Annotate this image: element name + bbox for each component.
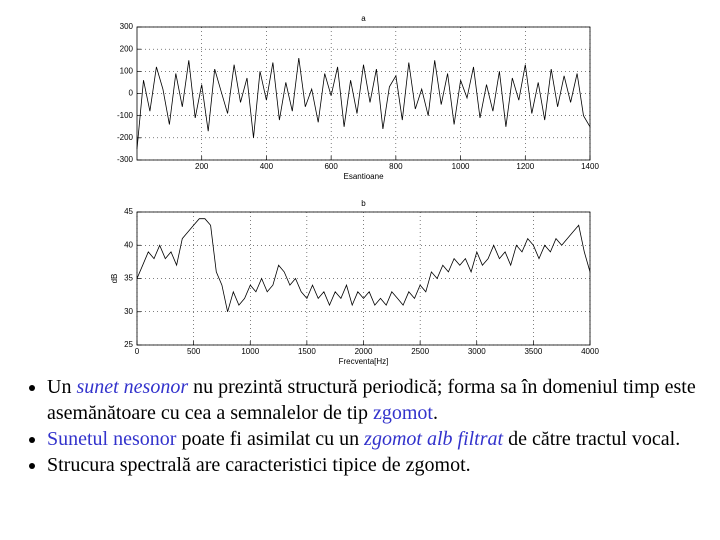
y-tick-label: -200 [117,133,134,142]
x-tick-label: 1500 [298,347,316,356]
bullet: Un sunet nesonor nu prezintă structură p… [47,374,712,426]
x-tick-label: 3000 [468,347,486,356]
bullet: Sunetul nesonor poate fi asimilat cu un … [47,426,712,452]
x-axis-label: Frecventa[Hz] [339,357,389,366]
x-tick-label: 1400 [581,162,599,171]
text-run: . [432,402,438,424]
text-run: zgomot [372,402,433,424]
plot-frame [136,211,591,346]
x-tick-label: 1000 [452,162,470,171]
plot-frame [136,26,591,161]
bullet: Strucura spectrală are caracteristici ti… [47,452,712,478]
chart-title: b [361,199,366,208]
y-tick-label: -100 [117,111,134,120]
x-tick-label: 2500 [411,347,429,356]
text-run: de către tractul vocal. [503,428,681,450]
text-run: nu prezintă structură periodică; forma s… [47,376,696,424]
x-tick-label: 3500 [524,347,542,356]
text-run: Sunetul nesonor [47,428,177,450]
chart-title: a [361,14,366,23]
text-run: sunet nesonor [76,376,189,398]
x-tick-label: 600 [324,162,338,171]
x-tick-label: 1200 [516,162,534,171]
text-run: zgomot alb filtrat [364,428,504,450]
y-tick-label: 300 [120,22,134,31]
y-tick-label: 30 [124,307,133,316]
y-tick-label: 0 [129,89,134,98]
data-line [136,57,591,149]
y-tick-label: 25 [124,340,133,349]
x-tick-label: 0 [135,347,140,356]
y-tick-label: 45 [124,207,133,216]
text-run: Strucura spectrală are caracteristici ti… [47,454,471,476]
y-axis-label: dB [110,274,119,284]
y-tick-label: 35 [124,274,133,283]
y-tick-label: -300 [117,155,134,164]
bullet-list: Un sunet nesonor nu prezintă structură p… [20,374,712,478]
x-tick-label: 1000 [241,347,259,356]
x-tick-label: 500 [187,347,201,356]
text-run: Un [47,376,77,398]
x-axis-label: Esantioane [343,172,384,181]
x-tick-label: 800 [389,162,403,171]
y-tick-label: 100 [120,66,134,75]
x-tick-label: 200 [195,162,209,171]
y-tick-label: 40 [124,240,133,249]
y-tick-label: 200 [120,44,134,53]
x-tick-label: 2000 [355,347,373,356]
data-line [136,218,591,312]
text-run: poate fi asimilat cu un [176,428,365,450]
x-tick-label: 400 [260,162,274,171]
x-tick-label: 4000 [581,347,599,356]
